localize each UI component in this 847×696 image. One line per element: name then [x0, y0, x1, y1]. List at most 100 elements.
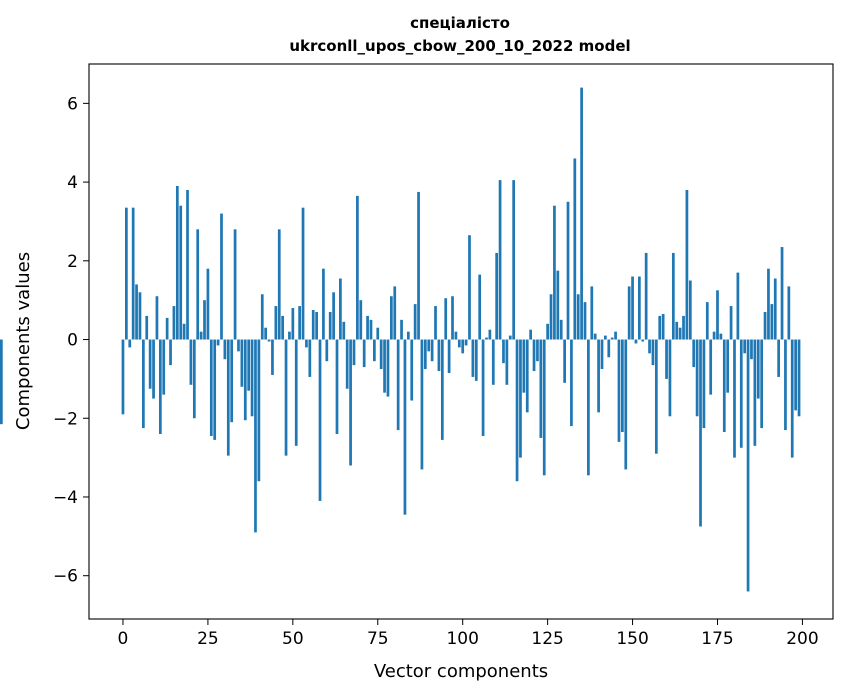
bar-89	[423, 339, 427, 370]
bar-82	[400, 319, 403, 340]
bar-116	[515, 339, 519, 482]
bar-91	[430, 339, 434, 362]
bar-65	[342, 321, 346, 340]
bar-30	[223, 339, 227, 360]
bar-186	[753, 339, 757, 446]
bar-119	[525, 339, 529, 413]
bar-75	[376, 327, 380, 340]
bar-152	[638, 276, 641, 340]
bar-102	[468, 235, 471, 340]
x-tick-label: 150	[616, 629, 648, 649]
y-tick-label: 6	[67, 94, 78, 114]
bar-73	[369, 319, 373, 340]
bar-8	[148, 339, 152, 389]
bar-189	[763, 311, 767, 340]
bar-48	[284, 339, 288, 456]
bar-50	[291, 308, 295, 340]
bar-42	[264, 327, 268, 340]
bar-31	[226, 339, 230, 456]
bar-98	[454, 331, 458, 340]
bar-22	[196, 229, 200, 340]
y-axis-ticks: −6 −4 −2 0 2 4 6	[53, 94, 89, 587]
bar-53	[301, 207, 305, 340]
bar-158	[658, 315, 662, 340]
bar-81	[396, 339, 400, 431]
bar-74	[373, 339, 376, 362]
bar-38	[250, 339, 254, 417]
bar-57	[315, 311, 318, 340]
bar-37	[247, 339, 251, 391]
x-tick-label: 0	[118, 629, 129, 649]
bar-123	[539, 339, 543, 438]
bar-64	[339, 278, 342, 340]
bar-19	[186, 189, 189, 340]
bar-10	[155, 296, 159, 340]
bar-197	[790, 339, 794, 458]
bar-155	[648, 339, 651, 354]
bar-72	[366, 315, 369, 340]
bar-18	[182, 323, 186, 340]
bar-111	[498, 180, 502, 340]
bar-77	[383, 339, 386, 393]
bar-79	[390, 296, 393, 340]
bar-171	[702, 339, 706, 429]
bar-51	[294, 339, 298, 446]
bar-191	[770, 304, 774, 340]
bar-47	[281, 315, 284, 340]
bar-46	[277, 229, 281, 340]
y-axis-label: Components values	[13, 252, 34, 430]
bar-117	[519, 339, 522, 458]
bar-undefined	[0, 339, 3, 425]
bar-11	[158, 339, 162, 434]
bar-1	[125, 207, 128, 340]
bar-187	[756, 339, 760, 399]
x-tick-label: 50	[282, 629, 304, 649]
bar-100	[461, 339, 465, 354]
bar-147	[621, 339, 624, 433]
bar-140	[597, 339, 600, 413]
bar-149	[627, 286, 631, 340]
bar-124	[542, 339, 546, 476]
y-tick-label: −6	[53, 567, 78, 587]
bar-56	[311, 310, 315, 340]
bar-162	[671, 252, 675, 340]
bar-194	[780, 247, 784, 340]
chart-title-line-2: ukrconll_upos_cbow_200_10_2022 model	[289, 37, 630, 55]
bar-105	[478, 274, 482, 340]
bar-43	[267, 339, 271, 342]
bar-107	[485, 337, 488, 340]
bar-39	[254, 339, 257, 533]
y-tick-label: 0	[67, 331, 78, 351]
bar-163	[675, 321, 679, 340]
bar-184	[746, 339, 750, 592]
bar-131	[566, 201, 570, 340]
bar-118	[522, 339, 526, 393]
x-tick-label: 200	[786, 629, 818, 649]
bar-41	[260, 294, 264, 340]
bar-134	[576, 294, 580, 340]
bar-185	[750, 339, 753, 360]
x-tick-label: 100	[446, 629, 478, 649]
bar-174	[712, 331, 716, 340]
bar-71	[362, 339, 366, 368]
bar-188	[760, 339, 764, 429]
bar-55	[308, 339, 312, 377]
bar-161	[668, 339, 672, 417]
bar-15	[172, 306, 176, 340]
bar-24	[203, 300, 206, 340]
bar-182	[739, 339, 743, 448]
bar-3	[131, 207, 135, 340]
bar-106	[481, 339, 485, 436]
bar-133	[573, 158, 577, 340]
bar-141	[600, 339, 604, 370]
bar-17	[179, 205, 183, 340]
x-axis-ticks: 0 25 50 75 100 125 150 175 200	[118, 619, 819, 649]
bar-176	[719, 333, 723, 340]
bar-90	[427, 339, 431, 352]
bar-130	[563, 339, 566, 383]
bar-183	[743, 339, 747, 354]
bar-83	[403, 339, 407, 515]
bar-195	[784, 339, 787, 431]
bar-54	[305, 339, 308, 348]
bar-190	[767, 268, 770, 340]
